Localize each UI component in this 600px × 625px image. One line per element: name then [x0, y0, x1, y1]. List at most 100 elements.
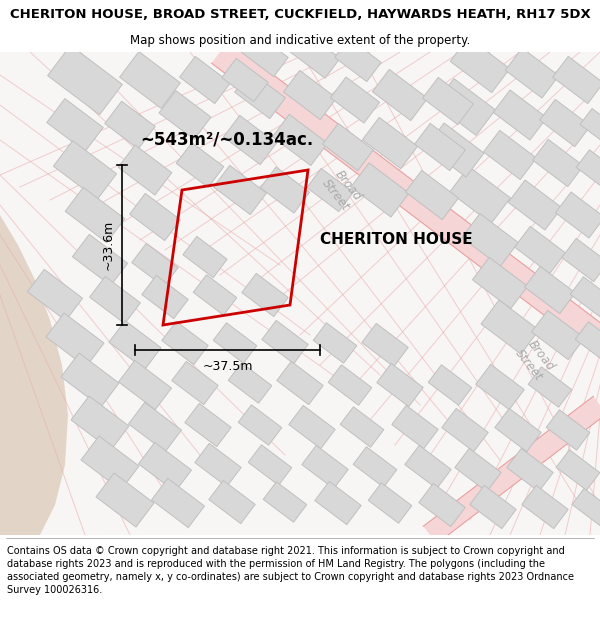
Polygon shape	[562, 238, 600, 282]
Polygon shape	[179, 56, 230, 104]
Polygon shape	[476, 364, 524, 409]
Polygon shape	[556, 450, 600, 490]
Polygon shape	[556, 192, 600, 238]
Polygon shape	[495, 408, 541, 452]
Polygon shape	[96, 473, 154, 527]
Polygon shape	[235, 71, 286, 119]
Polygon shape	[428, 365, 472, 405]
Polygon shape	[392, 406, 438, 449]
Text: CHERITON HOUSE, BROAD STREET, CUCKFIELD, HAYWARDS HEATH, RH17 5DX: CHERITON HOUSE, BROAD STREET, CUCKFIELD,…	[10, 8, 590, 21]
Polygon shape	[351, 163, 409, 217]
Polygon shape	[185, 403, 231, 447]
Polygon shape	[405, 446, 451, 489]
Polygon shape	[242, 33, 288, 77]
Text: Map shows position and indicative extent of the property.: Map shows position and indicative extent…	[130, 34, 470, 47]
Polygon shape	[455, 448, 501, 492]
Polygon shape	[242, 273, 288, 317]
Text: Contains OS data © Crown copyright and database right 2021. This information is : Contains OS data © Crown copyright and d…	[7, 546, 574, 596]
Polygon shape	[28, 269, 83, 321]
Polygon shape	[481, 300, 539, 354]
Polygon shape	[228, 362, 272, 403]
Polygon shape	[442, 408, 488, 452]
Polygon shape	[302, 446, 348, 489]
Polygon shape	[419, 483, 465, 527]
Polygon shape	[132, 243, 178, 287]
Polygon shape	[575, 322, 600, 362]
Polygon shape	[572, 489, 600, 526]
Polygon shape	[152, 478, 205, 528]
Polygon shape	[47, 45, 122, 115]
Polygon shape	[0, 52, 68, 535]
Polygon shape	[449, 167, 511, 223]
Polygon shape	[176, 142, 224, 188]
Polygon shape	[105, 101, 155, 149]
Polygon shape	[323, 123, 373, 171]
Polygon shape	[193, 275, 237, 315]
Polygon shape	[570, 277, 600, 318]
Polygon shape	[162, 321, 208, 364]
Polygon shape	[290, 32, 340, 78]
Polygon shape	[515, 226, 565, 274]
Polygon shape	[533, 139, 583, 187]
Polygon shape	[576, 150, 600, 190]
Polygon shape	[284, 71, 337, 119]
Polygon shape	[263, 482, 307, 522]
Polygon shape	[539, 99, 590, 147]
Polygon shape	[248, 445, 292, 485]
Polygon shape	[212, 41, 600, 351]
Polygon shape	[195, 443, 241, 487]
Polygon shape	[47, 99, 103, 151]
Polygon shape	[508, 180, 562, 230]
Polygon shape	[139, 442, 191, 492]
Polygon shape	[46, 313, 104, 367]
Polygon shape	[472, 258, 527, 309]
Polygon shape	[118, 145, 172, 195]
Polygon shape	[426, 123, 484, 177]
Polygon shape	[377, 363, 423, 407]
Polygon shape	[222, 58, 268, 102]
Polygon shape	[307, 168, 353, 212]
Text: CHERITON HOUSE: CHERITON HOUSE	[320, 232, 473, 248]
Polygon shape	[213, 322, 257, 363]
Polygon shape	[450, 38, 510, 92]
Polygon shape	[484, 131, 536, 179]
Text: Broad
Street: Broad Street	[513, 337, 557, 383]
Polygon shape	[71, 396, 129, 450]
Polygon shape	[272, 114, 328, 166]
Text: ~37.5m: ~37.5m	[202, 360, 253, 373]
Polygon shape	[313, 322, 357, 363]
Polygon shape	[183, 236, 227, 278]
Polygon shape	[553, 56, 600, 104]
Polygon shape	[130, 193, 181, 241]
Polygon shape	[522, 486, 568, 529]
Polygon shape	[224, 116, 277, 164]
Text: ~543m²/~0.134ac.: ~543m²/~0.134ac.	[140, 131, 313, 149]
Polygon shape	[128, 402, 181, 452]
Polygon shape	[315, 481, 361, 524]
Polygon shape	[340, 407, 384, 447]
Polygon shape	[368, 482, 412, 523]
Polygon shape	[331, 77, 380, 123]
Polygon shape	[415, 123, 466, 171]
Polygon shape	[470, 486, 516, 529]
Polygon shape	[260, 167, 310, 213]
Polygon shape	[328, 365, 372, 405]
Polygon shape	[277, 361, 323, 404]
Polygon shape	[109, 321, 161, 369]
Polygon shape	[406, 171, 458, 219]
Polygon shape	[172, 361, 218, 404]
Polygon shape	[262, 321, 308, 364]
Polygon shape	[353, 447, 397, 488]
Polygon shape	[209, 481, 255, 524]
Polygon shape	[214, 166, 266, 214]
Polygon shape	[159, 91, 211, 139]
Polygon shape	[362, 118, 418, 169]
Polygon shape	[289, 406, 335, 449]
Polygon shape	[81, 436, 139, 490]
Polygon shape	[119, 52, 181, 108]
Polygon shape	[422, 78, 473, 124]
Polygon shape	[89, 276, 140, 324]
Polygon shape	[61, 353, 119, 407]
Polygon shape	[546, 410, 590, 450]
Polygon shape	[524, 266, 575, 314]
